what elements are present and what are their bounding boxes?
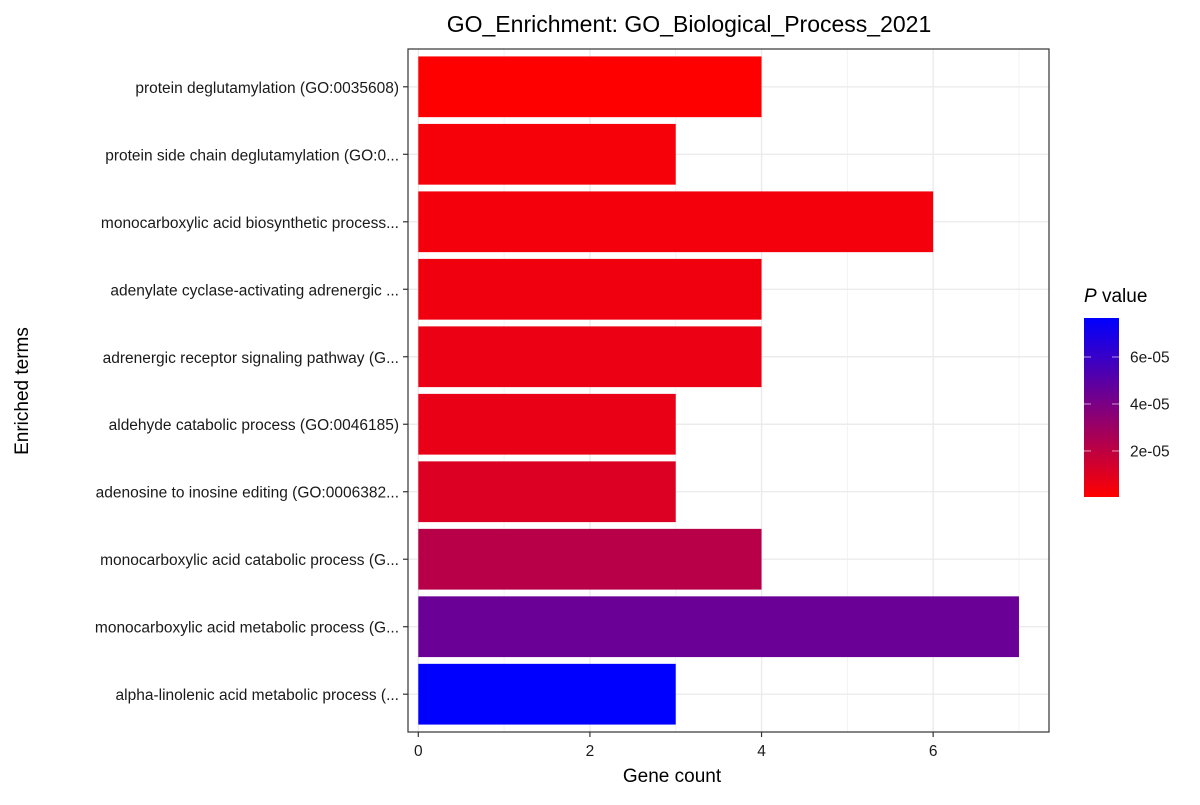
y-tick-label: monocarboxylic acid biosynthetic process… bbox=[101, 215, 399, 232]
bar-1 bbox=[418, 56, 762, 118]
y-tick-label: protein deglutamylation (GO:0035608) bbox=[135, 80, 399, 97]
bar-8 bbox=[418, 528, 762, 590]
bar-6 bbox=[418, 393, 676, 455]
legend-ticks: 2e-05 4e-05 6e-05 bbox=[1084, 349, 1170, 460]
bar-10 bbox=[418, 663, 676, 725]
x-tick-label: 6 bbox=[929, 743, 938, 760]
y-tick-label: monocarboxylic acid metabolic process (G… bbox=[95, 620, 399, 637]
bar-2 bbox=[418, 123, 676, 185]
bar-3 bbox=[418, 191, 934, 253]
y-tick-label: adenylate cyclase-activating adrenergic … bbox=[110, 282, 399, 299]
bars bbox=[418, 56, 1019, 725]
legend-colorbar bbox=[1084, 318, 1119, 497]
y-tick-label: adenosine to inosine editing (GO:0006382… bbox=[96, 485, 399, 502]
panel-border bbox=[407, 48, 1050, 733]
bar-7 bbox=[418, 461, 676, 523]
color-legend: P value 2e-05 4e-05 6e-05 bbox=[1084, 286, 1170, 497]
x-tick-label: 4 bbox=[757, 743, 766, 760]
x-axis: 0 2 4 6 bbox=[414, 732, 937, 760]
bar-5 bbox=[418, 326, 762, 388]
bar-4 bbox=[418, 258, 762, 320]
y-tick-label: protein side chain deglutamylation (GO:0… bbox=[105, 147, 399, 164]
x-axis-title: Gene count bbox=[623, 766, 722, 787]
y-tick-label: aldehyde catabolic process (GO:0046185) bbox=[109, 417, 399, 434]
y-tick-label: monocarboxylic acid catabolic process (G… bbox=[100, 552, 399, 569]
x-tick-label: 0 bbox=[414, 743, 423, 760]
y-tick-label: alpha-linolenic acid metabolic process (… bbox=[116, 687, 399, 704]
y-axis: protein deglutamylation (GO:0035608) prot… bbox=[95, 80, 408, 704]
legend-title-italic: P bbox=[1084, 286, 1097, 307]
legend-tick-label: 2e-05 bbox=[1130, 443, 1170, 460]
bar-9 bbox=[418, 596, 1019, 658]
y-axis-title: Enriched terms bbox=[12, 327, 33, 455]
legend-tick-label: 4e-05 bbox=[1130, 396, 1170, 413]
legend-title: P value bbox=[1084, 286, 1147, 307]
chart-title: GO_Enrichment: GO_Biological_Process_202… bbox=[447, 11, 932, 37]
legend-title-rest: value bbox=[1097, 286, 1148, 307]
legend-tick-label: 6e-05 bbox=[1130, 349, 1170, 366]
x-tick-label: 2 bbox=[586, 743, 595, 760]
y-tick-label: adrenergic receptor signaling pathway (G… bbox=[103, 350, 399, 367]
